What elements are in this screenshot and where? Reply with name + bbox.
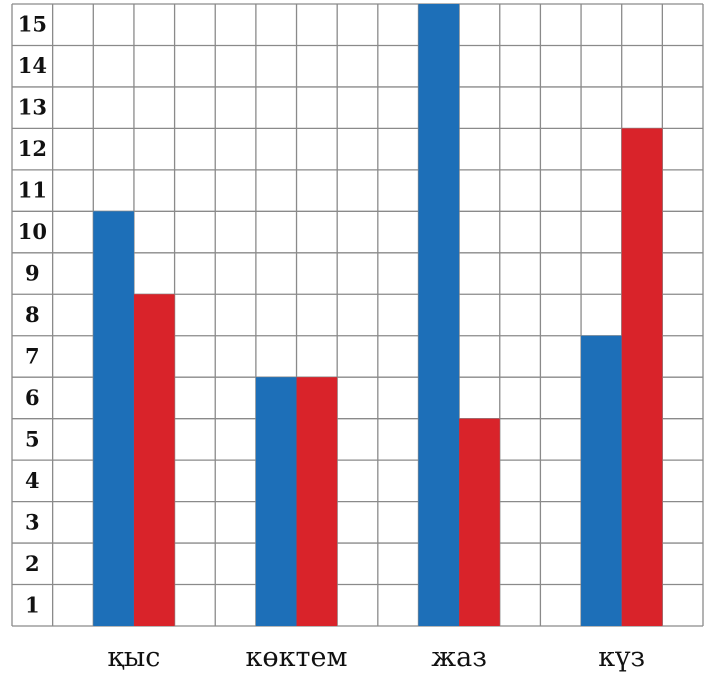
- y-tick-label: 1: [25, 592, 40, 617]
- bar: [296, 377, 338, 626]
- bar: [93, 211, 134, 627]
- bar: [418, 4, 460, 626]
- y-tick-label: 10: [18, 219, 47, 244]
- y-tick-label: 7: [25, 343, 40, 368]
- y-tick-label: 11: [18, 178, 47, 203]
- y-tick-label: 4: [25, 468, 40, 493]
- bar: [133, 294, 175, 626]
- bar: [459, 418, 500, 626]
- bar: [255, 377, 297, 626]
- bar: [621, 128, 663, 626]
- x-category-label: жаз: [431, 642, 487, 673]
- x-category-label: күз: [598, 642, 645, 673]
- y-tick-label: 9: [25, 261, 40, 286]
- x-axis-category-labels: қыс көктем жаз күз: [107, 642, 645, 673]
- y-tick-label: 2: [25, 551, 40, 576]
- x-category-label: көктем: [246, 642, 348, 673]
- y-tick-label: 6: [25, 385, 40, 410]
- y-tick-label: 12: [18, 136, 47, 161]
- bars: [93, 4, 663, 627]
- bar: [581, 335, 622, 626]
- y-tick-label: 3: [25, 509, 40, 534]
- y-tick-label: 15: [18, 12, 47, 37]
- y-tick-label: 5: [25, 426, 40, 451]
- x-category-label: қыс: [107, 642, 160, 673]
- y-tick-label: 8: [25, 302, 40, 327]
- y-tick-label: 13: [18, 95, 47, 120]
- y-tick-label: 14: [18, 53, 47, 78]
